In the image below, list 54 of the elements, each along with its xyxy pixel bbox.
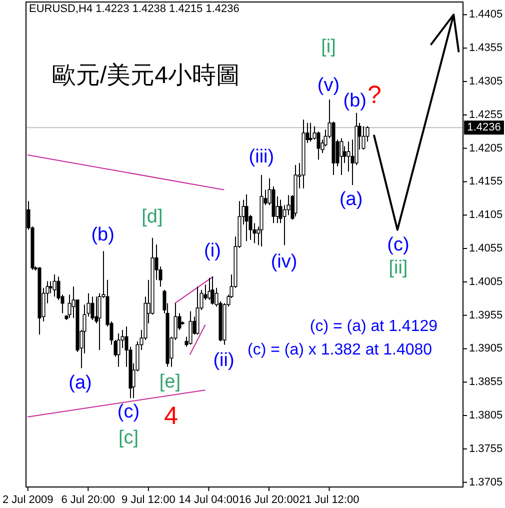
candlestick [52, 274, 56, 298]
annotation: [e] [159, 372, 180, 393]
annotation: [i] [321, 36, 336, 58]
x-tick-label: 16 Jul 20:00 [239, 494, 299, 506]
annotation: (iv) [270, 251, 298, 272]
candlestick [48, 280, 52, 294]
annotation: [ii] [388, 257, 408, 278]
candlestick [308, 122, 312, 142]
y-tick-label: 1.3705 [469, 476, 503, 488]
y-tick-label: 1.4405 [469, 8, 503, 21]
ref-line-label: 1.4236 [467, 122, 501, 134]
candlestick [244, 194, 248, 242]
annotation: (i) [204, 240, 221, 262]
annotation: (a) [339, 189, 363, 210]
chart-subtitle: EURUSD,H4 1.4223 1.4238 1.4215 1.4236 [29, 3, 240, 15]
annotation: (iii) [248, 146, 274, 168]
text: 歐元/美元4小時圖 [52, 62, 240, 89]
candlestick [90, 296, 94, 320]
x-tick-label: 2 Jul 2009 [2, 494, 54, 506]
annotation: (ii) [213, 350, 234, 372]
x-tick-label: 6 Jul 20:00 [61, 494, 116, 506]
y-tick-label: 1.3855 [469, 376, 503, 388]
annotation: (b) [343, 90, 366, 112]
candlestick [116, 332, 120, 368]
y-tick-label: 1.3905 [469, 342, 503, 355]
annotation: [c] [118, 428, 138, 449]
x-tick-label: 21 Jul 12:00 [299, 494, 360, 506]
annotation: (b) [91, 224, 114, 246]
candlestick [362, 126, 366, 150]
annotation: (a) [68, 372, 92, 394]
y-tick-label: 1.4355 [469, 42, 503, 54]
y-tick-label: 1.4105 [469, 209, 503, 222]
x-tick-label: 9 Jul 12:00 [122, 494, 176, 506]
annotation: (c) [387, 234, 410, 256]
y-tick-label: 1.4255 [469, 108, 503, 121]
y-tick-label: 1.3955 [469, 309, 503, 322]
annotation: (c) = (a) x 1.382 at 1.4080 [248, 342, 432, 359]
candlestick [188, 310, 192, 346]
annotation: (c) [117, 402, 140, 423]
annotation: [d] [142, 206, 163, 228]
annotation: 4 [164, 402, 178, 430]
annotation: (c) = (a) at 1.4129 [310, 318, 438, 336]
y-tick-label: 1.4005 [469, 276, 503, 288]
y-tick-label: 1.3805 [469, 410, 503, 422]
x-tick-label: 14 Jul 04:00 [178, 494, 239, 506]
candlestick [210, 276, 214, 306]
y-tick-label: 1.4155 [469, 176, 503, 188]
candlestick [340, 138, 344, 176]
y-tick-label: 1.3755 [469, 442, 503, 455]
annotation: ? [368, 80, 382, 109]
y-tick-label: 1.4205 [469, 142, 503, 154]
y-tick-label: 1.4055 [469, 242, 503, 255]
annotation: (v) [317, 75, 340, 96]
y-tick-label: 1.4305 [469, 75, 503, 88]
